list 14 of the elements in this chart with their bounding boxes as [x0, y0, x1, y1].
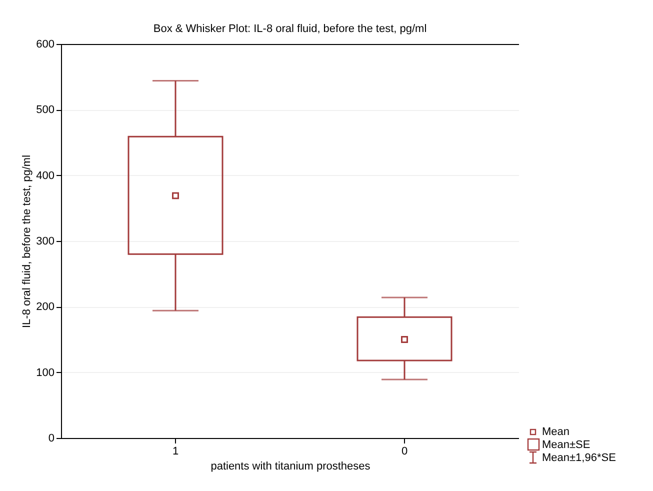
y-tick-label: 500: [36, 104, 54, 116]
text: Mean±1,96*SE: [542, 452, 616, 464]
chart-title: Box & Whisker Plot: IL-8 oral fluid, before the test, pg/ml: [153, 23, 427, 35]
y-tick-label: 600: [36, 38, 54, 50]
y-tick-label: 300: [36, 236, 54, 248]
y-tick-label: 100: [36, 366, 54, 379]
x-axis-title: patients with titanium prostheses: [210, 460, 371, 472]
x-tick-label: 1: [172, 446, 179, 458]
y-tick-label: 400: [36, 170, 54, 182]
text: Mean±SE: [542, 438, 590, 450]
y-axis-title: IL-8 oral fluid, before the test, pg/ml: [21, 154, 34, 328]
y-tick-label: 200: [36, 301, 54, 314]
text: Mean: [542, 426, 570, 438]
y-tick-label: 0: [48, 432, 54, 444]
